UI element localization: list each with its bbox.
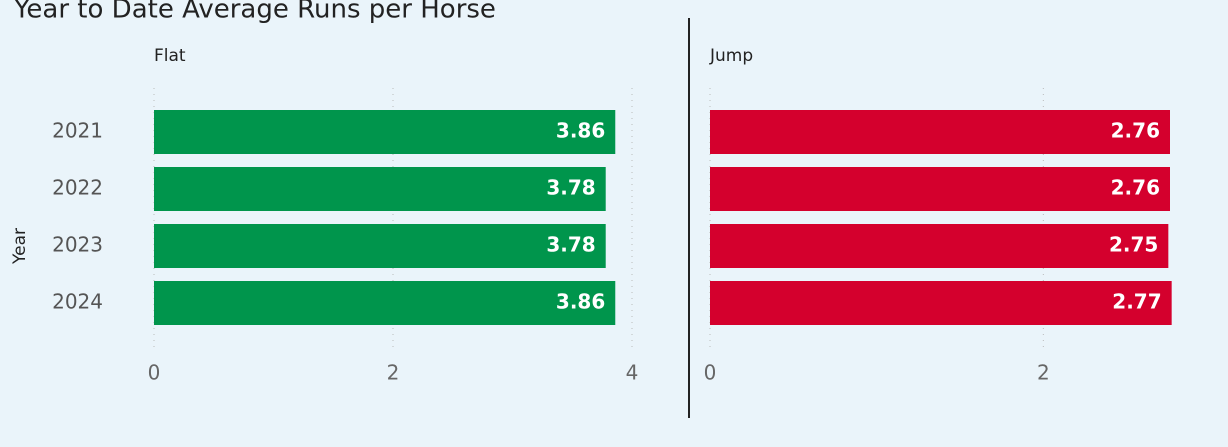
data-label: 3.78	[546, 233, 595, 257]
x-tick-label: 0	[148, 361, 161, 385]
data-label: 3.86	[556, 119, 605, 143]
bar	[710, 224, 1169, 268]
y-tick-label: 2023	[52, 233, 103, 257]
bar	[154, 110, 616, 154]
y-axis-label: Year	[10, 228, 30, 265]
bar	[154, 281, 616, 325]
data-label: 3.78	[546, 176, 595, 200]
x-tick-label: 2	[387, 361, 400, 385]
bar	[154, 167, 606, 211]
y-tick-label: 2022	[52, 176, 103, 200]
x-tick-label: 4	[626, 361, 639, 385]
data-label: 2.76	[1111, 176, 1160, 200]
data-label: 3.86	[556, 290, 605, 314]
panel-title: Jump	[709, 46, 753, 66]
panel-title: Flat	[154, 46, 186, 66]
data-label: 2.76	[1111, 119, 1160, 143]
data-label: 2.77	[1112, 290, 1161, 314]
x-tick-label: 0	[704, 361, 717, 385]
data-label: 2.75	[1109, 233, 1158, 257]
y-tick-label: 2024	[52, 290, 103, 314]
bar	[154, 224, 606, 268]
bar	[710, 110, 1170, 154]
x-tick-label: 2	[1037, 361, 1050, 385]
chart-title: Year to Date Average Runs per Horse	[13, 0, 496, 25]
bar	[710, 167, 1170, 211]
bar	[710, 281, 1172, 325]
y-tick-label: 2021	[52, 119, 103, 143]
